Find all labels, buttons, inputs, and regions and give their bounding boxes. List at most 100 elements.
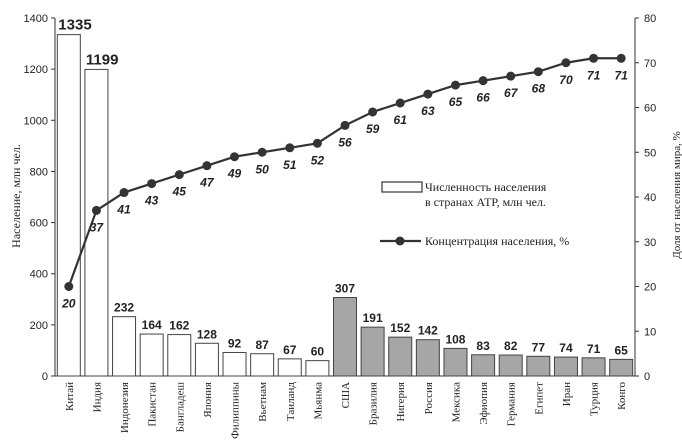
bar-value-label: 1199 (86, 51, 119, 68)
left-tick-label: 800 (30, 166, 48, 178)
line-point (506, 71, 516, 81)
line-value-label: 56 (338, 135, 352, 149)
right-tick-label: 50 (644, 147, 656, 159)
x-tick-label: Россия (423, 382, 435, 414)
line-value-label: 61 (394, 113, 408, 127)
bar (609, 358, 634, 377)
bar-value-label: 164 (142, 318, 162, 332)
bar-value-label: 142 (418, 324, 438, 338)
bar (277, 358, 302, 377)
bar (305, 360, 330, 377)
line-point (91, 205, 101, 215)
bar-value-label: 92 (228, 336, 242, 350)
x-tick-label: Индия (91, 382, 103, 412)
left-tick-label: 400 (30, 269, 48, 281)
x-tick-label: Китай (64, 382, 76, 411)
bar (471, 354, 496, 377)
line-point (119, 188, 129, 198)
x-tick-label: Таиланд (285, 382, 297, 421)
right-axis: 0 10 20 30 40 50 60 70 80 (634, 13, 656, 383)
right-tick-label: 0 (644, 371, 650, 383)
y-axis-right-label: Доля от населения мира, % (671, 131, 682, 259)
bar (553, 356, 578, 377)
bar-value-label: 232 (114, 301, 134, 315)
line-point (423, 89, 433, 99)
line-value-label: 37 (90, 220, 105, 234)
line-point (368, 107, 378, 117)
bar-value-label: 128 (197, 327, 217, 341)
line-point (174, 170, 184, 180)
x-tick-label: Германия (506, 382, 518, 426)
bar-value-label: 74 (559, 341, 573, 355)
line-point (257, 147, 267, 157)
bar-value-label: 108 (445, 332, 465, 346)
line-value-label: 50 (255, 162, 269, 176)
right-tick-label: 30 (644, 237, 656, 249)
line-value-label: 63 (421, 104, 435, 118)
line-point (395, 98, 405, 108)
bar-value-label: 82 (504, 339, 518, 353)
bar-value-label: 191 (363, 311, 383, 325)
x-tick-label: США (340, 382, 352, 408)
legend-bar-swatch (381, 181, 423, 193)
legend-bar-label-line2: в странах АТР, млн чел. (425, 195, 546, 209)
line-point (589, 53, 599, 63)
right-tick-label: 70 (644, 58, 656, 70)
line-point (147, 179, 157, 189)
line-value-label: 49 (227, 167, 242, 181)
bar (84, 68, 109, 377)
line-value-label: 59 (366, 122, 380, 136)
left-tick-label: 1400 (24, 13, 48, 25)
line-value-label: 68 (532, 82, 546, 96)
line-value-label: 71 (587, 68, 601, 82)
x-tick-label: Япония (202, 382, 214, 418)
bar-value-label: 60 (311, 345, 325, 359)
x-tick-label: Бангладеш (174, 381, 186, 432)
bar-value-label: 1335 (58, 17, 91, 34)
x-tick-label: Египет (533, 382, 545, 415)
x-tick-label: Индонезия (119, 382, 131, 433)
legend-bar-label-line1: Численность населения (425, 180, 547, 194)
right-tick-label: 40 (644, 192, 656, 204)
right-tick-label: 20 (644, 282, 656, 294)
bar-value-label: 65 (615, 343, 629, 357)
line-value-label: 71 (615, 68, 629, 82)
bar (139, 333, 164, 377)
x-tick-label: Вьетнам (257, 382, 269, 422)
x-tick-label: Мексика (450, 382, 462, 423)
x-tick-label: Мьянма (312, 382, 324, 420)
bar (581, 357, 606, 377)
bar-value-label: 77 (532, 340, 546, 354)
x-tick-labels: Китай Индия Индонезия Пакистан Бангладеш Япон… (64, 381, 628, 439)
bar (56, 34, 81, 377)
bar-value-label: 162 (169, 319, 189, 333)
line-point (478, 76, 488, 86)
line-series (64, 53, 626, 291)
line-value-label: 47 (199, 176, 215, 190)
line-value-label: 51 (283, 158, 297, 172)
line-point (340, 120, 350, 130)
left-tick-label: 1000 (24, 115, 48, 127)
bar (360, 326, 385, 377)
line-value-label: 70 (559, 73, 573, 87)
line-point (230, 152, 240, 162)
x-tick-label: Бразилия (368, 382, 380, 425)
left-tick-label: 0 (42, 371, 48, 383)
right-tick-label: 10 (644, 326, 656, 338)
line-point (202, 161, 212, 171)
x-tick-label: Нигерия (395, 382, 407, 422)
line-value-label: 20 (61, 297, 76, 311)
bar-value-label: 87 (255, 338, 269, 352)
bar-series (56, 34, 634, 377)
line-value-label: 66 (476, 91, 490, 105)
left-tick-label: 600 (30, 218, 48, 230)
bar (167, 334, 192, 377)
bar-value-label: 307 (335, 281, 355, 295)
right-tick-label: 60 (644, 103, 656, 115)
right-tick-label: 80 (644, 13, 656, 25)
line-value-labels: 20 37 41 43 45 47 49 50 51 52 56 59 61 63 65 66 67 68 70 71… (61, 68, 628, 310)
line-value-label: 41 (116, 203, 131, 217)
x-tick-label: Конго (616, 382, 628, 410)
x-tick-label: Филиппины (230, 381, 242, 439)
